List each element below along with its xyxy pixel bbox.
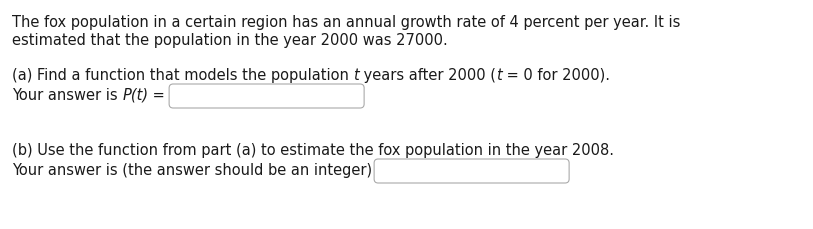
FancyBboxPatch shape (374, 159, 569, 183)
Text: (b) Use the function from part (a) to estimate the fox population in the year 20: (b) Use the function from part (a) to es… (12, 142, 614, 157)
Text: t: t (496, 68, 502, 83)
FancyBboxPatch shape (169, 85, 364, 109)
Text: P(t): P(t) (122, 88, 149, 103)
Text: Your answer is: Your answer is (12, 88, 122, 103)
Text: Your answer is (the answer should be an integer): Your answer is (the answer should be an … (12, 162, 372, 177)
Text: years after 2000 (: years after 2000 ( (359, 68, 496, 83)
Text: estimated that the population in the year 2000 was 27000.: estimated that the population in the yea… (12, 33, 448, 48)
Text: =: = (149, 88, 165, 103)
Text: t: t (354, 68, 359, 83)
Text: (a) Find a function that models the population: (a) Find a function that models the popu… (12, 68, 354, 83)
Text: = 0 for 2000).: = 0 for 2000). (502, 68, 610, 83)
Text: The fox population in a certain region has an annual growth rate of 4 percent pe: The fox population in a certain region h… (12, 15, 680, 30)
